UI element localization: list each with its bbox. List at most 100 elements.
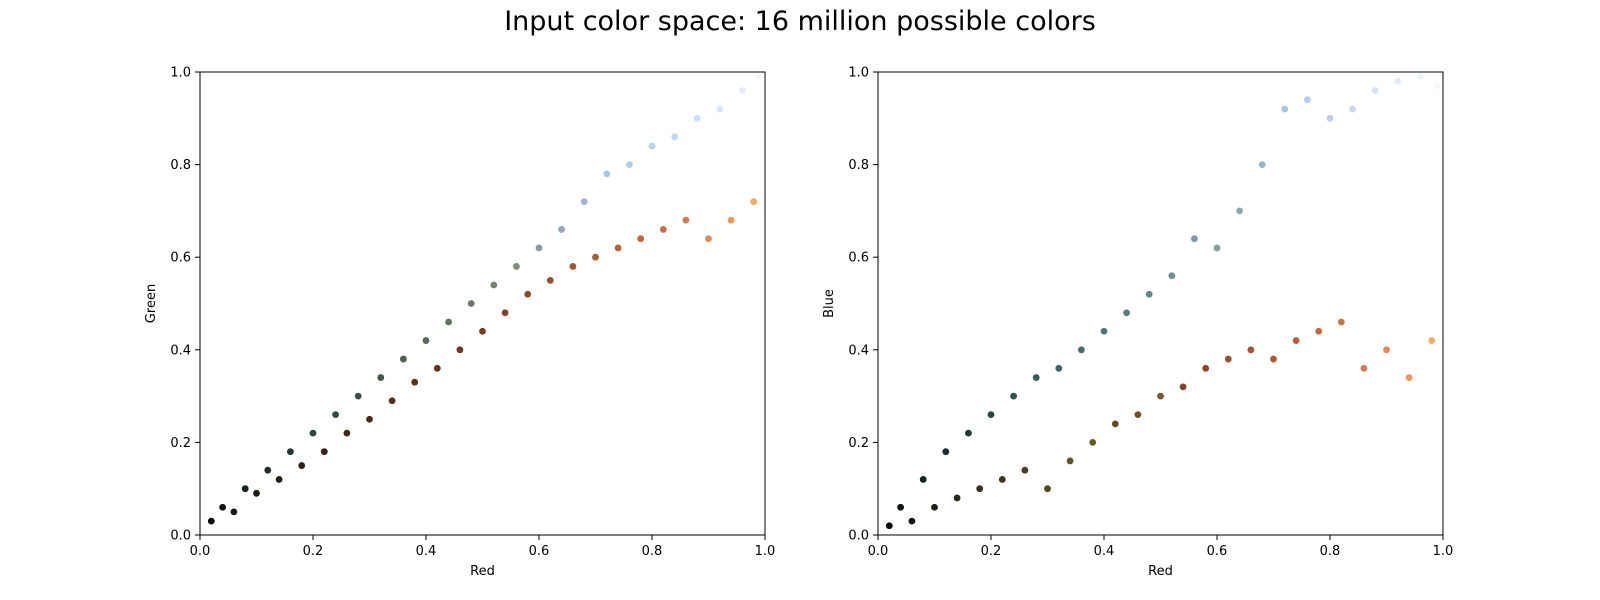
data-point xyxy=(885,522,893,530)
data-point xyxy=(354,392,362,400)
data-point xyxy=(1032,374,1040,381)
data-point xyxy=(1055,364,1063,372)
y-tick-label: 0.0 xyxy=(170,529,191,544)
data-point xyxy=(230,508,238,516)
data-point xyxy=(1044,485,1051,493)
y-tick-label: 0.6 xyxy=(848,251,869,266)
y-tick-label: 1.0 xyxy=(170,66,191,81)
data-point xyxy=(1337,318,1345,326)
data-point xyxy=(1213,244,1221,252)
data-point xyxy=(648,142,656,150)
data-point xyxy=(919,476,927,483)
data-point xyxy=(1236,207,1243,215)
data-point xyxy=(320,448,328,456)
data-point xyxy=(377,374,385,381)
data-point xyxy=(513,263,520,270)
data-point xyxy=(422,337,430,344)
y-axis-label: Green xyxy=(144,284,159,323)
data-point xyxy=(592,253,599,261)
y-tick-label: 0.2 xyxy=(170,436,191,451)
data-point xyxy=(727,216,735,224)
y-tick-label: 0.4 xyxy=(170,343,191,358)
y-tick-label: 1.0 xyxy=(848,66,869,81)
data-point xyxy=(343,429,351,437)
axes-frame xyxy=(877,71,1444,536)
data-points xyxy=(207,73,763,525)
data-point xyxy=(637,235,645,243)
data-point xyxy=(1371,87,1379,94)
data-point xyxy=(456,346,464,354)
data-point xyxy=(1123,309,1130,317)
data-point xyxy=(558,226,565,233)
data-point xyxy=(241,485,249,493)
data-point xyxy=(298,462,306,469)
data-point xyxy=(1360,364,1368,372)
data-point xyxy=(659,226,667,233)
data-point xyxy=(433,364,441,372)
x-tick-label: 0.0 xyxy=(868,544,889,559)
data-point xyxy=(1145,290,1153,298)
data-point xyxy=(682,216,690,224)
data-point xyxy=(219,503,227,511)
data-point xyxy=(1326,114,1334,122)
data-point xyxy=(388,397,396,405)
data-point xyxy=(1134,411,1142,419)
data-point xyxy=(1202,364,1210,372)
x-tick-label: 0.4 xyxy=(416,544,437,559)
data-point xyxy=(1417,73,1424,81)
data-point xyxy=(546,276,554,284)
data-point xyxy=(908,517,916,525)
data-point xyxy=(501,309,509,317)
data-point xyxy=(953,494,961,502)
data-point xyxy=(1021,466,1029,474)
x-tick-label: 0.6 xyxy=(1207,544,1228,559)
data-point xyxy=(1168,272,1176,280)
data-point xyxy=(1111,420,1119,428)
data-point xyxy=(998,476,1006,483)
data-point xyxy=(1292,337,1300,344)
data-point xyxy=(965,429,972,437)
data-point xyxy=(1405,374,1413,381)
x-tick-label: 0.4 xyxy=(1094,544,1115,559)
data-point xyxy=(332,411,339,419)
data-points xyxy=(885,73,1441,530)
x-tick-label: 0.2 xyxy=(303,544,324,559)
data-point xyxy=(1089,439,1097,446)
scatter-panel-red-green: 0.0 0.2 0.4 0.6 0.8 1.0 0.0 0.2 0.4 0.6 0.8 1.0 Red G… xyxy=(144,66,775,580)
data-point xyxy=(569,263,577,270)
data-point xyxy=(614,244,622,252)
data-point xyxy=(1281,105,1289,113)
data-point xyxy=(1066,457,1074,465)
data-point xyxy=(1383,346,1390,354)
data-point xyxy=(603,170,611,178)
data-point xyxy=(693,114,701,122)
data-point xyxy=(467,300,475,307)
data-point xyxy=(1428,337,1436,344)
x-tick-label: 0.8 xyxy=(1320,544,1341,559)
data-point xyxy=(253,489,260,497)
data-point xyxy=(671,133,678,141)
scatter-panel-red-blue: 0.0 0.2 0.4 0.6 0.8 1.0 0.0 0.2 0.4 0.6 0.8 1.0 Red B… xyxy=(822,66,1453,580)
data-point xyxy=(1224,355,1232,363)
data-point xyxy=(535,244,543,252)
data-point xyxy=(1304,96,1311,104)
data-point xyxy=(942,448,950,456)
data-point xyxy=(1433,82,1441,90)
figure-title: Input color space: 16 million possible c… xyxy=(504,6,1096,37)
data-point xyxy=(1010,392,1017,400)
data-point xyxy=(705,235,712,243)
data-point xyxy=(1100,327,1108,335)
data-point xyxy=(207,517,215,525)
x-tick-label: 1.0 xyxy=(1433,544,1454,559)
data-point xyxy=(1270,355,1277,363)
data-point xyxy=(755,73,763,81)
data-point xyxy=(479,327,486,335)
data-point xyxy=(287,448,294,456)
data-point xyxy=(524,290,532,298)
data-point xyxy=(716,105,724,113)
data-point xyxy=(1349,105,1356,113)
data-point xyxy=(411,378,419,386)
data-point xyxy=(1179,383,1187,391)
data-point xyxy=(626,161,633,169)
y-tick-label: 0.2 xyxy=(848,436,869,451)
